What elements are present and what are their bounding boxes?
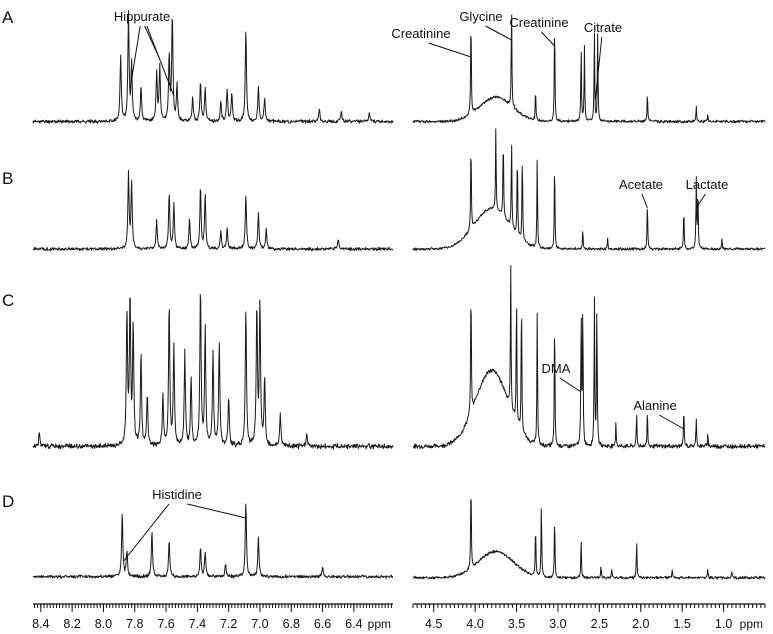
spectrum-panel-d-aromatic [32,503,394,579]
annotation-label-lactate: Lactate [686,177,729,192]
annotation-leader [540,31,555,47]
annotation-leader [146,25,175,96]
annotation-leader [594,36,603,101]
spectrum-panel-c-aliphatic [412,264,766,450]
tick-label-aliphatic: 1.5 [673,617,690,631]
annotation-label-creatinine: Creatinine [391,26,450,41]
annotation-leader [695,193,706,209]
tick-label-aromatic: 7.0 [251,617,268,631]
annotation-leader [659,414,685,430]
tick-label-aromatic: 6.6 [314,617,331,631]
spectrum-panel-b-aromatic [32,169,394,252]
annotation-leader [641,193,648,209]
annotation-label-acetate: Acetate [619,177,663,192]
tick-label-aliphatic: 4.0 [466,617,483,631]
peak-annotations: Hippurate Creatinine Glycine Creatinine Citr… [114,9,729,562]
annotation-leader [559,377,582,393]
panel-label-b: B [2,169,13,188]
tick-label-aliphatic: 2.5 [591,617,608,631]
spectrum-panel-b-aliphatic [412,128,766,251]
annotation-label-alanine: Alanine [633,398,676,413]
tick-label-aliphatic: 4.5 [425,617,442,631]
spectrum-panel-c-aromatic [32,294,394,450]
annotation-leader [123,503,170,562]
tick-label-aromatic: 8.4 [32,617,49,631]
annotation-leader [428,42,472,58]
spectrum-traces [32,10,766,580]
panel-label-a: A [2,8,14,27]
axis-unit-label-aliphatic: ppm [740,617,763,631]
annotation-label-creatinine: Creatinine [509,15,568,30]
tick-label-aromatic: 7.8 [126,617,143,631]
spectrum-panel-a-aliphatic [412,14,766,124]
tick-label-aromatic: 7.4 [189,617,206,631]
annotation-label-histidine: Histidine [152,487,202,502]
panel-labels: A B C D [2,8,14,511]
annotation-label-dma: DMA [542,361,571,376]
tick-label-aliphatic: 3.0 [549,617,566,631]
axis-unit-label-aromatic: ppm [368,617,391,631]
tick-label-aromatic: 7.2 [220,617,237,631]
spectrum-panel-a-aromatic [32,10,394,124]
annotation-label-hippurate: Hippurate [114,9,170,24]
tick-label-aromatic: 7.6 [157,617,174,631]
annotation-leader [485,25,512,41]
tick-label-aromatic: 8.0 [95,617,112,631]
panel-label-d: D [2,492,14,511]
tick-label-aliphatic: 2.0 [632,617,649,631]
annotation-leader [129,25,141,90]
tick-label-aromatic: 6.8 [283,617,300,631]
ppm-axes: 8.4 8.2 8.0 7.8 7.6 7.4 7.2 7.0 6.8 6.6 6.4 ppm 4.5 4… [32,603,766,631]
tick-label-aromatic: 8.2 [63,617,80,631]
annotation-label-glycine: Glycine [459,9,502,24]
annotation-label-citrate: Citrate [584,20,622,35]
spectrum-panel-d-aliphatic [412,498,766,580]
annotation-leader [187,503,246,519]
panel-label-c: C [2,291,14,310]
tick-label-aromatic: 6.4 [345,617,362,631]
tick-label-aliphatic: 3.5 [508,617,525,631]
tick-label-aliphatic: 1.0 [715,617,732,631]
